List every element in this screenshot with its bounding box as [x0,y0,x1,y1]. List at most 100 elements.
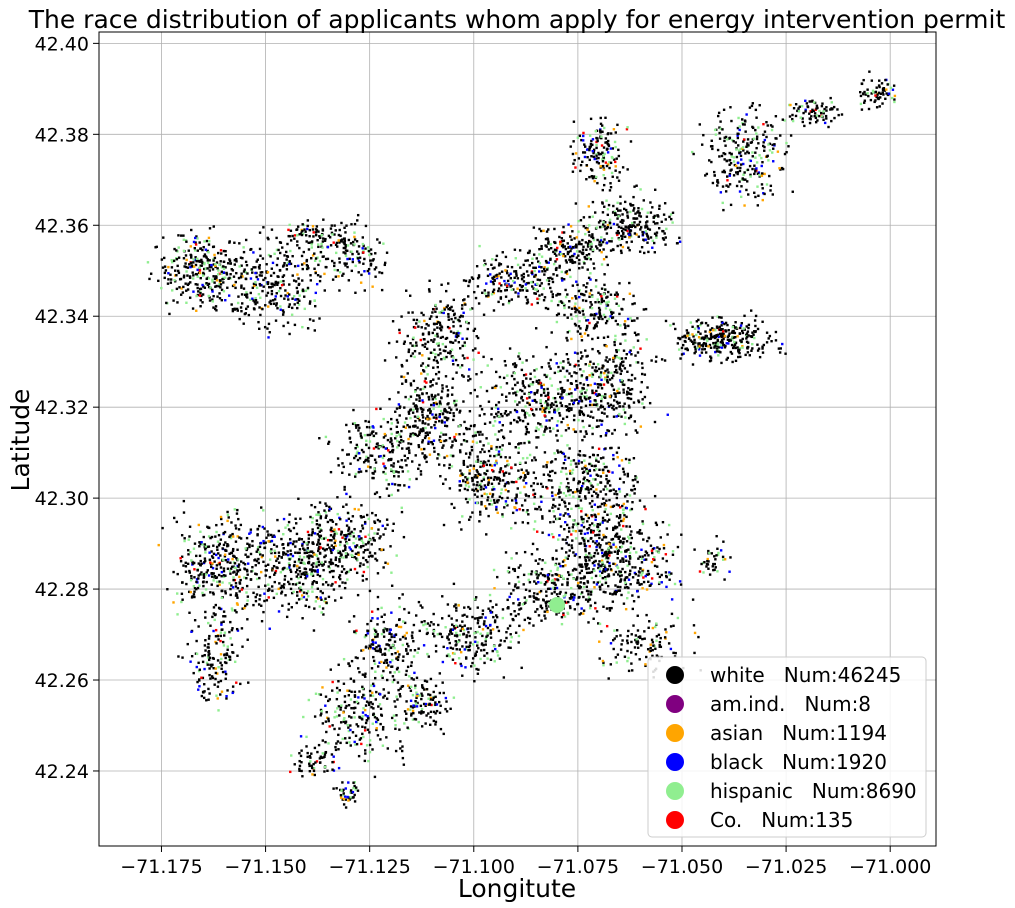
data-point [598,314,602,317]
data-point [605,527,609,530]
data-point [590,536,593,540]
data-point [605,255,608,259]
data-point [431,331,434,335]
data-point [626,211,629,214]
data-point [593,524,596,527]
data-point [415,344,418,347]
data-point [487,295,490,298]
data-point [361,247,364,250]
data-point [562,367,565,370]
data-point [613,590,617,593]
data-point [566,331,569,334]
data-point [591,366,594,369]
data-point [596,321,599,324]
data-point [730,155,733,158]
data-point [371,285,374,288]
data-point [612,543,615,546]
data-point [514,270,518,273]
data-point [494,403,498,407]
data-point [578,409,581,412]
data-point [595,312,598,316]
data-point [177,256,181,259]
data-point [296,244,299,247]
data-point [578,242,581,246]
data-point [504,364,507,367]
data-point [804,108,807,111]
data-point [615,295,619,298]
data-point [557,293,560,296]
data-point [774,137,777,140]
data-point [232,275,236,278]
data-point [521,399,525,402]
data-point [445,385,448,388]
data-point [590,303,593,306]
data-point [756,349,760,352]
data-point [564,520,567,524]
data-point [161,266,165,269]
data-point [572,459,576,462]
data-point [612,526,615,530]
data-point [224,266,227,269]
data-point [249,277,253,280]
data-point [641,366,644,370]
data-point [480,479,483,483]
data-point [565,485,569,489]
data-point [554,505,557,508]
data-point [551,494,554,498]
data-point [728,159,731,162]
data-point [554,563,557,567]
data-point [583,454,587,457]
data-point [601,548,604,552]
data-point [501,424,505,427]
data-point [489,476,493,480]
data-point [519,388,522,392]
data-point [557,538,560,541]
data-point [415,341,418,344]
data-point [443,306,446,310]
data-point [644,226,647,229]
data-point [608,609,612,612]
data-point [199,264,202,267]
data-point [616,323,619,326]
data-point [246,305,250,308]
data-point [491,280,495,284]
data-point [736,136,740,140]
data-point [525,359,528,362]
data-point [589,487,593,491]
data-point [562,417,565,420]
data-point [526,422,530,426]
data-point [454,358,458,362]
data-point [182,249,186,253]
data-point [575,250,579,253]
data-point [594,301,597,304]
data-point [694,333,698,337]
data-point [581,160,584,164]
data-point [573,305,576,308]
data-point [714,329,717,332]
data-point [600,144,604,147]
data-point [547,240,550,244]
data-point [642,199,645,202]
data-point [254,283,257,287]
data-point [622,511,625,515]
data-point [554,260,557,263]
data-point [540,500,543,504]
data-point [819,111,823,115]
data-point [623,235,627,238]
data-point [561,466,564,470]
data-point [612,453,615,457]
data-point [697,336,701,339]
data-point [436,332,439,336]
data-point [610,376,614,380]
data-point [268,301,271,304]
data-point [603,205,606,208]
data-point [533,375,537,379]
data-point [875,95,878,99]
data-point [427,398,431,401]
data-point [421,410,424,414]
data-point [515,274,518,277]
data-point [597,156,600,160]
data-point [528,249,531,253]
data-point [434,394,437,397]
data-point [642,580,646,584]
